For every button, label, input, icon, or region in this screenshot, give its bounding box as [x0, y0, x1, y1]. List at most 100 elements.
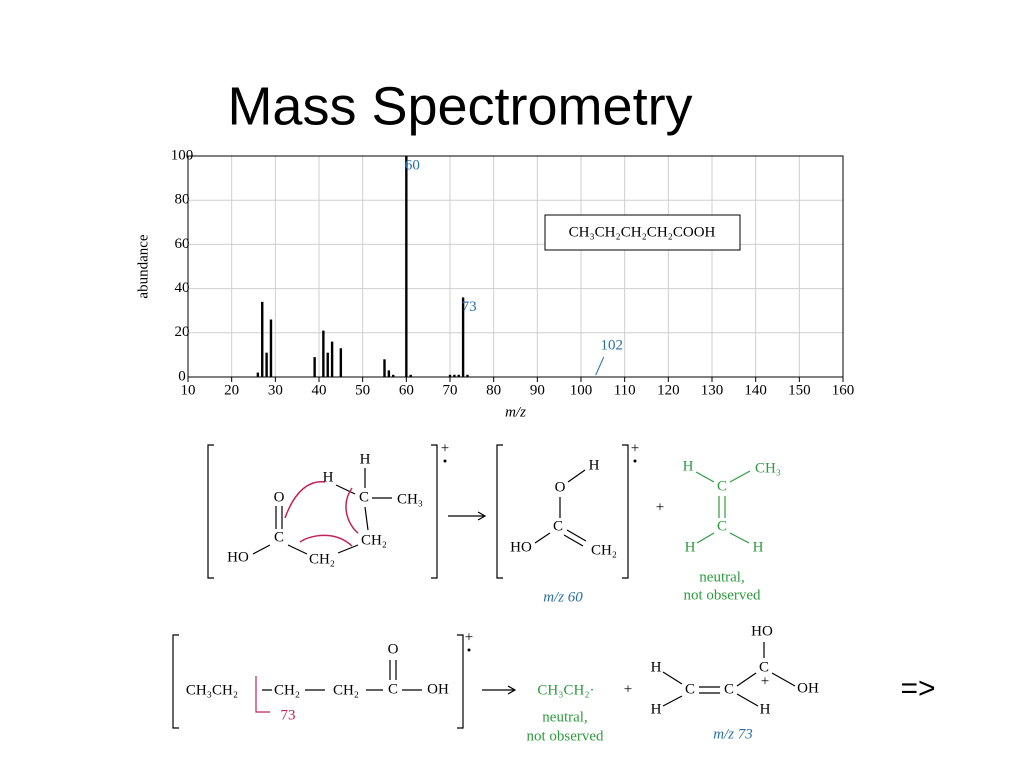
atom: C [388, 681, 398, 697]
atom: H [323, 469, 334, 485]
peak-label: 60 [405, 157, 420, 173]
y-tick-label: 0 [178, 368, 186, 384]
atom: H [360, 451, 371, 467]
atom: OH [427, 681, 449, 697]
x-tick-label: 100 [570, 382, 593, 398]
x-tick-label: 110 [614, 382, 636, 398]
bonds [534, 469, 587, 547]
peak [409, 374, 412, 377]
atom: CH₂ [309, 551, 335, 567]
atom: HO [227, 549, 249, 565]
x-tick-label: 160 [832, 382, 855, 398]
y-tick-label: 60 [175, 236, 190, 252]
spectrum-chart: 0 20 40 60 80 100 10 20 30 40 50 60 70 80 90 100 110 120 1… [135, 147, 854, 420]
arrow [482, 685, 517, 695]
radical-dot [467, 648, 471, 652]
atom: C [553, 518, 563, 534]
atom: OH [797, 680, 819, 696]
peak-label: 73 [462, 299, 477, 315]
peak [269, 319, 273, 377]
x-tick-label: 20 [224, 382, 239, 398]
x-tick-label: 60 [399, 382, 414, 398]
atom: H [683, 458, 694, 474]
charge: + [631, 440, 639, 456]
peak [326, 352, 329, 377]
peak [448, 374, 452, 377]
note: neutral, [699, 569, 744, 585]
x-tick-label: 30 [268, 382, 283, 398]
radical-dot [443, 459, 447, 463]
peak [461, 297, 465, 377]
y-tick-label: 80 [175, 192, 190, 208]
atom: O [274, 489, 285, 505]
atom: CH₃CH₂ [186, 682, 238, 698]
atom: CH₂ [333, 682, 359, 698]
peak [339, 348, 343, 377]
radical-dot [633, 459, 637, 463]
cleavage-mark [255, 676, 270, 713]
bonds [252, 468, 392, 555]
charge: + [441, 440, 449, 456]
x-tick-label: 90 [530, 382, 545, 398]
next-indicator: => [900, 672, 935, 705]
atom: H [760, 701, 771, 717]
electron-arrow [284, 481, 326, 519]
ion-label: m/z 73 [713, 726, 753, 742]
electron-arrow [345, 487, 359, 534]
atom: C [685, 681, 695, 697]
bonds [662, 642, 796, 707]
x-tick-label: 120 [657, 382, 680, 398]
atom: C [759, 659, 769, 675]
note: not observed [526, 728, 604, 744]
atom: H [685, 539, 696, 555]
peak [405, 156, 408, 377]
atom: CH₂ [274, 682, 300, 698]
x-tick-label: 50 [355, 382, 370, 398]
y-axis-label: abundance [135, 234, 151, 298]
x-tick-label: 40 [312, 382, 327, 398]
atom: C [359, 489, 369, 505]
formula: CH₃CH₂CH₂CH₂COOH [569, 224, 716, 240]
y-tick-label: 40 [175, 280, 190, 296]
peak [256, 372, 260, 377]
atom: CH₂ [361, 532, 387, 548]
peak-label: 102 [600, 337, 623, 353]
atom: H [651, 701, 662, 717]
peak [392, 374, 395, 377]
peak [457, 374, 460, 377]
electron-arrow [299, 534, 353, 547]
bonds [262, 660, 422, 691]
atom: HO [510, 539, 532, 555]
plus: + [656, 499, 664, 515]
x-tick-label: 150 [788, 382, 811, 398]
atom: H [651, 659, 662, 675]
x-tick-label: 70 [443, 382, 458, 398]
atom: H [753, 539, 764, 555]
charge: + [465, 629, 473, 645]
peak [322, 330, 325, 377]
atom: C [724, 681, 734, 697]
peak [387, 370, 391, 377]
note: not observed [683, 587, 761, 603]
bracket [172, 634, 464, 729]
product: CH₃CH₂· [537, 682, 594, 698]
x-tick-label: 140 [744, 382, 767, 398]
note: neutral, [542, 709, 587, 725]
atom: CH₃ [755, 460, 781, 476]
x-tick-label: 80 [486, 382, 501, 398]
atom: HO [751, 623, 773, 639]
y-tick-label: 100 [171, 147, 194, 163]
atom: H [589, 457, 600, 473]
bracket [496, 444, 629, 579]
cleavage-label: 73 [281, 707, 296, 723]
charge: + [761, 673, 769, 689]
y-tick-label: 20 [175, 324, 190, 340]
bracket [207, 444, 438, 579]
x-tick-label: 10 [181, 382, 196, 398]
product-label: m/z 60 [543, 589, 583, 605]
atom: C [717, 478, 727, 494]
plot-frame [187, 155, 844, 378]
atom: C [274, 529, 284, 545]
peak [261, 301, 264, 377]
